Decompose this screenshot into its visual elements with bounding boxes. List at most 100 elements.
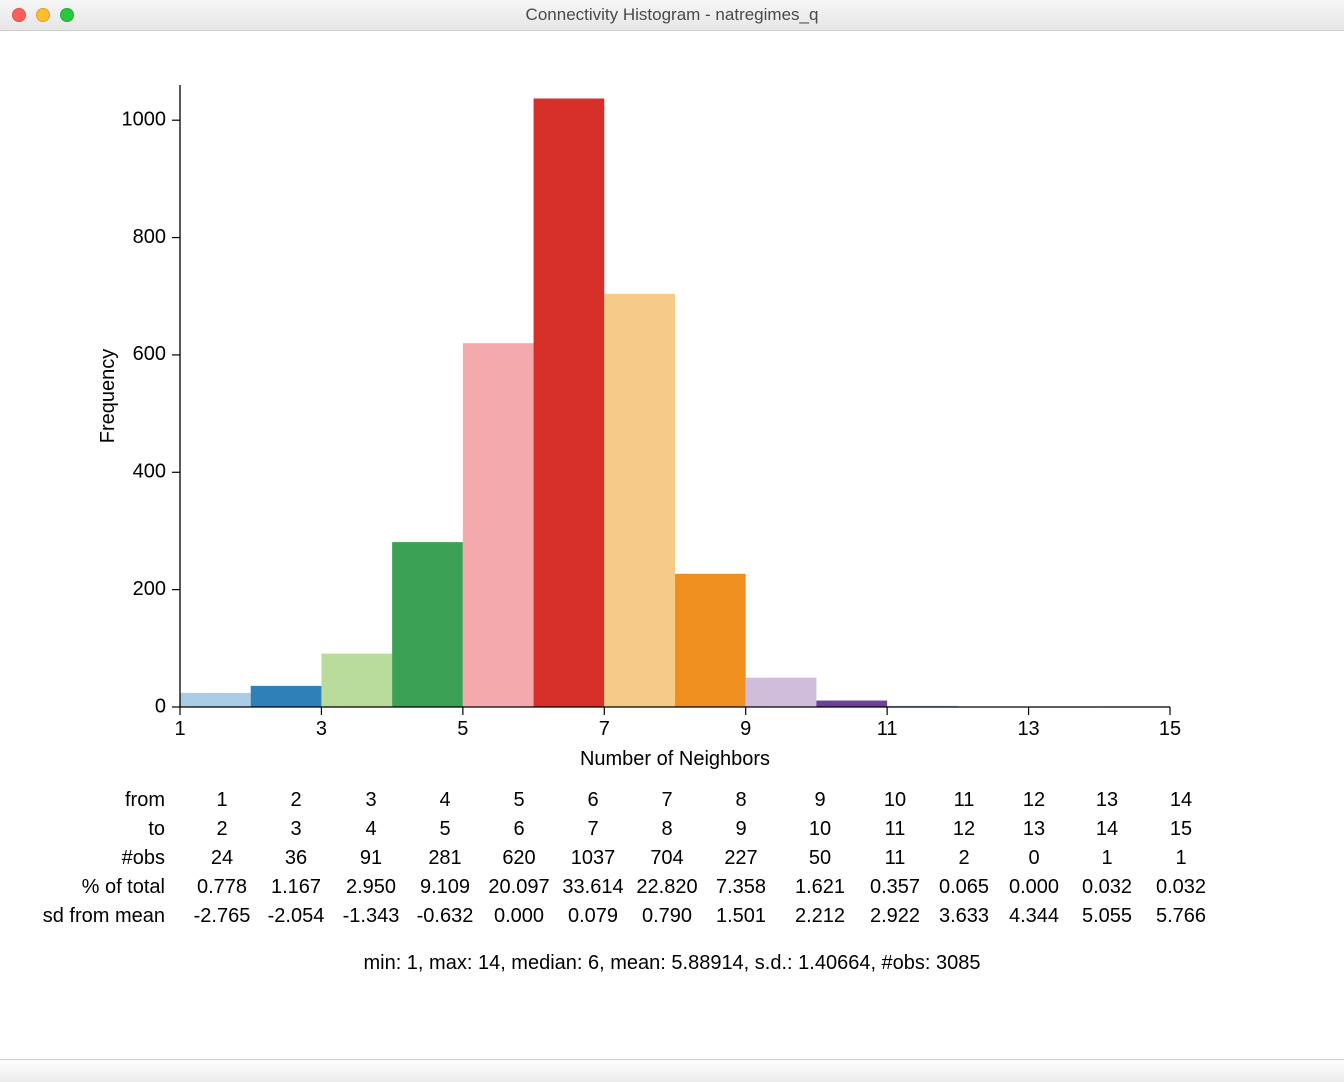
histogram-bar	[392, 542, 463, 707]
table-cell: 7	[587, 818, 598, 840]
table-cell: -2.054	[268, 905, 325, 927]
table-cell: 0.778	[197, 876, 247, 898]
x-tick-label: 13	[1017, 718, 1039, 740]
table-cell: 704	[650, 847, 683, 869]
table-cell: 4	[365, 818, 376, 840]
table-cell: 36	[285, 847, 307, 869]
close-icon[interactable]	[12, 8, 26, 22]
table-cell: 24	[211, 847, 233, 869]
table-cell: 12	[1023, 789, 1045, 811]
table-cell: 10	[809, 818, 831, 840]
table-row-label: from	[125, 789, 165, 811]
table-cell: 3	[365, 789, 376, 811]
table-cell: 2	[216, 818, 227, 840]
table-cell: -1.343	[343, 905, 400, 927]
window-title: Connectivity Histogram - natregimes_q	[0, 5, 1344, 25]
y-tick-label: 800	[133, 226, 166, 248]
table-cell: 2.212	[795, 905, 845, 927]
table-cell: 9.109	[420, 876, 470, 898]
titlebar[interactable]: Connectivity Histogram - natregimes_q	[0, 0, 1344, 31]
table-cell: 0.079	[568, 905, 618, 927]
table-cell: 5.055	[1082, 905, 1132, 927]
table-cell: 3.633	[939, 905, 989, 927]
table-cell: 15	[1170, 818, 1192, 840]
table-row-label: to	[148, 818, 165, 840]
table-cell: 0.032	[1156, 876, 1206, 898]
table-cell: 1.621	[795, 876, 845, 898]
table-cell: 227	[724, 847, 757, 869]
table-cell: 1	[1101, 847, 1112, 869]
table-cell: 4	[439, 789, 450, 811]
table-cell: 1.167	[271, 876, 321, 898]
table-cell: 33.614	[562, 876, 623, 898]
traffic-lights	[0, 8, 74, 22]
table-cell: 4.344	[1009, 905, 1059, 927]
table-cell: 2.922	[870, 905, 920, 927]
histogram-bar	[675, 574, 746, 707]
table-cell: 13	[1096, 789, 1118, 811]
table-row-label: #obs	[122, 847, 165, 869]
y-tick-label: 0	[155, 695, 166, 717]
table-cell: 3	[290, 818, 301, 840]
x-tick-label: 9	[740, 718, 751, 740]
x-axis-label: Number of Neighbors	[580, 748, 770, 770]
window-footer	[0, 1060, 1344, 1082]
table-cell: 1	[216, 789, 227, 811]
maximize-icon[interactable]	[60, 8, 74, 22]
table-cell: 14	[1170, 789, 1192, 811]
table-cell: 12	[953, 818, 975, 840]
histogram-bar	[534, 98, 605, 707]
table-cell: 1.501	[716, 905, 766, 927]
table-cell: 5.766	[1156, 905, 1206, 927]
table-cell: 2.950	[346, 876, 396, 898]
table-cell: 7	[661, 789, 672, 811]
table-cell: 0	[1028, 847, 1039, 869]
table-cell: 0.032	[1082, 876, 1132, 898]
y-tick-label: 400	[133, 461, 166, 483]
y-tick-label: 200	[133, 578, 166, 600]
table-cell: 91	[360, 847, 382, 869]
table-cell: 1037	[571, 847, 616, 869]
app-window: Connectivity Histogram - natregimes_q 0 2…	[0, 0, 1344, 1082]
table-cell: 8	[735, 789, 746, 811]
table-cell: 11	[885, 847, 906, 869]
table-cell: 10	[884, 789, 906, 811]
table-cell: 0.065	[939, 876, 989, 898]
y-tick-label: 1000	[122, 108, 167, 130]
table-cell: 50	[809, 847, 831, 869]
histogram-bar	[321, 654, 392, 707]
table-cell: 20.097	[488, 876, 549, 898]
table-cell: 8	[661, 818, 672, 840]
x-tick-label: 15	[1159, 718, 1181, 740]
table-cell: 1	[1175, 847, 1186, 869]
table-cell: 14	[1096, 818, 1118, 840]
table-cell: 6	[587, 789, 598, 811]
table-cell: 9	[814, 789, 825, 811]
table-row-label: sd from mean	[43, 905, 165, 927]
table-cell: 620	[502, 847, 535, 869]
table-cell: 13	[1023, 818, 1045, 840]
table-cell: 11	[954, 789, 975, 811]
summary-stats: min: 1, max: 14, median: 6, mean: 5.8891…	[363, 952, 980, 974]
table-cell: -2.765	[194, 905, 251, 927]
histogram-bar	[604, 294, 675, 707]
histogram-bar	[816, 701, 887, 707]
minimize-icon[interactable]	[36, 8, 50, 22]
table-cell: 0.000	[1009, 876, 1059, 898]
y-axis-label: Frequency	[97, 349, 119, 444]
table-cell: 2	[290, 789, 301, 811]
x-tick-label: 11	[877, 718, 898, 740]
table-cell: 11	[885, 818, 906, 840]
table-cell: 6	[513, 818, 524, 840]
x-tick-label: 5	[457, 718, 468, 740]
table-cell: 281	[428, 847, 461, 869]
table-cell: 2	[958, 847, 969, 869]
table-cell: 0.790	[642, 905, 692, 927]
table-cell: 9	[735, 818, 746, 840]
table-cell: 5	[439, 818, 450, 840]
table-cell: 7.358	[716, 876, 766, 898]
x-tick-label: 1	[174, 718, 185, 740]
table-cell: 0.000	[494, 905, 544, 927]
table-cell: -0.632	[417, 905, 474, 927]
chart-area: 0200400600800100013579111315Number of Ne…	[0, 31, 1344, 1060]
